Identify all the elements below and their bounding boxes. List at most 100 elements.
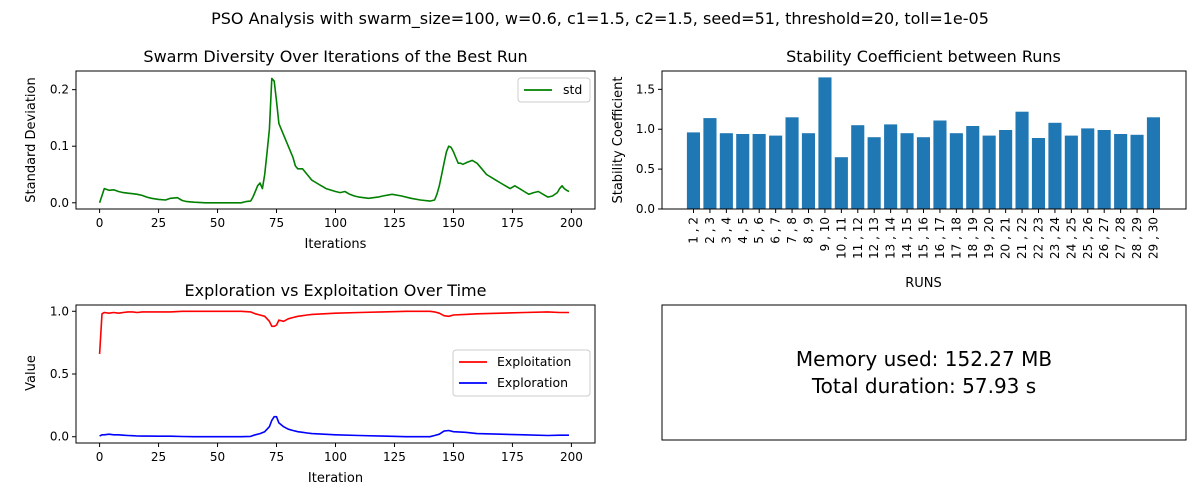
stability-bar xyxy=(1097,130,1111,209)
stability-bar xyxy=(949,133,963,209)
stability-x-tick-label: 1 , 2 xyxy=(687,217,701,244)
stability-bar xyxy=(884,124,898,209)
stability-x-tick-label: 9 , 10 xyxy=(818,217,832,251)
exploration-legend: Exploitation Exploration xyxy=(452,349,591,397)
diversity-chart: Swarm Diversity Over Iterations of the B… xyxy=(24,47,596,252)
exploration-legend-label: Exploration xyxy=(497,375,568,390)
diversity-x-tick-label: 175 xyxy=(501,216,524,230)
stability-bar xyxy=(1064,135,1078,209)
exploration-x-tick-label: 25 xyxy=(151,450,166,464)
stability-x-tick-label: 22 , 23 xyxy=(1032,217,1046,259)
diversity-x-tick-label: 125 xyxy=(383,216,406,230)
stability-y-tick-label: 1.0 xyxy=(636,122,655,136)
stability-x-tick-label: 16 , 17 xyxy=(933,217,947,259)
diversity-x-tick-label: 150 xyxy=(442,216,465,230)
stability-chart-title: Stability Coefficient between Runs xyxy=(786,47,1061,66)
diversity-axes-frame xyxy=(75,70,596,210)
stability-bar xyxy=(900,133,914,209)
stability-x-tick-label: 27 , 28 xyxy=(1114,217,1128,259)
exploration-series-line-exploration xyxy=(99,415,569,438)
exploration-y-axis-label: Value xyxy=(24,355,39,391)
stability-y-tick-label: 0.5 xyxy=(636,162,655,176)
stability-x-tick-label: 23 , 24 xyxy=(1048,217,1062,259)
diversity-legend-frame xyxy=(517,77,591,103)
stability-bar xyxy=(703,118,717,209)
exploration-x-axis-label: Iteration xyxy=(308,471,363,486)
stability-bar xyxy=(1130,134,1144,209)
stability-x-tick-label: 12 , 13 xyxy=(867,217,881,259)
exploration-x-tick-label: 75 xyxy=(269,450,284,464)
stability-x-tick-label: 29 , 30 xyxy=(1147,217,1161,259)
stability-bar xyxy=(686,132,700,209)
diversity-x-tick-label: 200 xyxy=(560,216,583,230)
stability-bar xyxy=(1048,122,1062,209)
stability-bar xyxy=(736,134,750,209)
diversity-y-tick-label: 0.2 xyxy=(50,83,69,97)
stability-x-tick-label: 20 , 21 xyxy=(999,217,1013,259)
stability-x-tick-label: 14 , 15 xyxy=(900,217,914,259)
stability-x-tick-label: 6 , 7 xyxy=(769,217,783,244)
stability-bar xyxy=(752,134,766,209)
stability-bar xyxy=(834,157,848,209)
stability-y-tick-label: 1.5 xyxy=(636,82,655,96)
stability-bar xyxy=(966,126,980,209)
stability-x-tick-label: 28 , 29 xyxy=(1130,217,1144,259)
exploration-x-tick-label: 150 xyxy=(442,450,465,464)
stability-bar xyxy=(719,133,733,209)
exploration-y-tick-label: 1.0 xyxy=(50,304,69,318)
exploration-legend-frame xyxy=(452,349,591,397)
stability-bar xyxy=(801,133,815,209)
diversity-x-tick-label: 50 xyxy=(210,216,225,230)
stability-bar xyxy=(933,120,947,209)
stability-y-axis-label: Stability Coefficient xyxy=(611,76,626,203)
stability-x-tick-label: 11 , 12 xyxy=(851,217,865,259)
stability-bar xyxy=(1081,128,1095,209)
stability-bar xyxy=(916,137,930,209)
exploration-chart: Exploration vs Exploitation Over Time It… xyxy=(24,281,596,486)
stability-x-tick-label: 24 , 25 xyxy=(1064,217,1078,259)
exploration-x-tick-label: 0 xyxy=(96,450,104,464)
stability-bar xyxy=(982,135,996,209)
diversity-y-tick-label: 0.0 xyxy=(50,196,69,210)
diversity-x-tick-label: 75 xyxy=(269,216,284,230)
stability-bar xyxy=(785,117,799,209)
exploitation-legend-label: Exploitation xyxy=(497,354,571,369)
stability-bar xyxy=(818,77,832,210)
stability-x-tick-label: 25 , 26 xyxy=(1081,217,1095,259)
stability-bar xyxy=(1114,134,1128,209)
diversity-series-line-std xyxy=(98,77,570,204)
exploration-x-tick-label: 125 xyxy=(383,450,406,464)
diversity-y-axis-label: Standard Deviation xyxy=(24,77,39,202)
diversity-x-tick-label: 0 xyxy=(96,216,104,230)
diversity-x-tick-label: 25 xyxy=(151,216,166,230)
stability-x-tick-label: 5 , 6 xyxy=(752,217,766,244)
stability-x-tick-label: 17 , 18 xyxy=(949,217,963,259)
stability-x-tick-label: 3 , 4 xyxy=(719,217,733,244)
stability-x-axis-label: RUNS xyxy=(905,276,942,291)
stability-x-tick-label: 21 , 22 xyxy=(1015,217,1029,259)
stability-bar xyxy=(1146,117,1160,209)
diversity-legend-label: std xyxy=(563,82,582,97)
exploration-chart-title: Exploration vs Exploitation Over Time xyxy=(185,281,487,300)
stability-x-tick-label: 2 , 3 xyxy=(703,217,717,244)
stability-x-tick-label: 18 , 19 xyxy=(966,217,980,259)
diversity-y-tick-label: 0.1 xyxy=(50,139,69,153)
exploration-x-tick-label: 200 xyxy=(560,450,583,464)
figure-suptitle: PSO Analysis with swarm_size=100, w=0.6,… xyxy=(211,9,989,29)
stability-bar xyxy=(1015,111,1029,209)
exploration-x-tick-label: 175 xyxy=(501,450,524,464)
diversity-legend: std xyxy=(517,77,591,103)
stability-bar xyxy=(851,125,865,209)
diversity-x-axis-label: Iterations xyxy=(305,237,367,252)
stability-axes-frame xyxy=(661,70,1187,210)
stability-y-tick-label: 0.0 xyxy=(636,202,655,216)
stability-chart: Stability Coefficient between Runs RUNS … xyxy=(611,47,1187,291)
stability-x-tick-label: 19 , 20 xyxy=(982,217,996,259)
stability-x-tick-label: 4 , 5 xyxy=(736,217,750,244)
exploration-x-tick-label: 100 xyxy=(324,450,347,464)
stability-bar xyxy=(867,137,881,209)
stability-bar xyxy=(999,130,1013,209)
exploration-series-line-exploitation xyxy=(98,310,569,354)
